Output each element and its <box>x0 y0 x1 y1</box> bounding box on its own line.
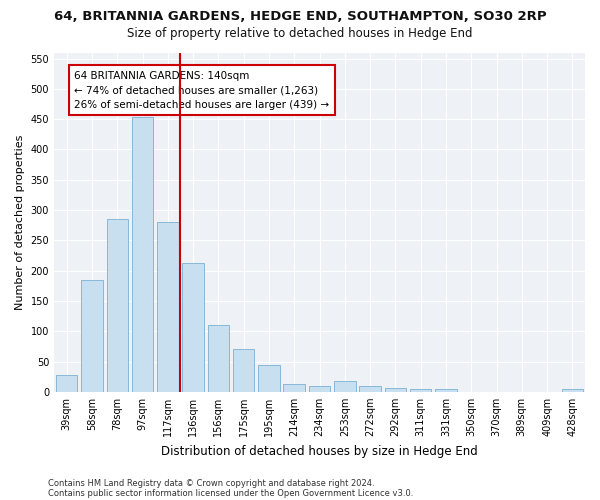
Bar <box>359 386 381 392</box>
Bar <box>258 365 280 392</box>
Bar <box>182 264 204 392</box>
Bar <box>410 390 431 392</box>
Bar <box>562 389 583 392</box>
Bar <box>283 384 305 392</box>
Bar <box>233 350 254 392</box>
Bar <box>435 389 457 392</box>
Text: Contains HM Land Registry data © Crown copyright and database right 2024.: Contains HM Land Registry data © Crown c… <box>48 478 374 488</box>
Bar <box>132 118 153 392</box>
Text: Contains public sector information licensed under the Open Government Licence v3: Contains public sector information licen… <box>48 488 413 498</box>
Bar <box>56 375 77 392</box>
Y-axis label: Number of detached properties: Number of detached properties <box>15 134 25 310</box>
Text: Size of property relative to detached houses in Hedge End: Size of property relative to detached ho… <box>127 28 473 40</box>
X-axis label: Distribution of detached houses by size in Hedge End: Distribution of detached houses by size … <box>161 444 478 458</box>
Text: 64, BRITANNIA GARDENS, HEDGE END, SOUTHAMPTON, SO30 2RP: 64, BRITANNIA GARDENS, HEDGE END, SOUTHA… <box>53 10 547 23</box>
Bar <box>208 325 229 392</box>
Bar <box>81 280 103 392</box>
Bar <box>385 388 406 392</box>
Bar <box>309 386 330 392</box>
Bar <box>107 219 128 392</box>
Bar <box>334 381 356 392</box>
Bar <box>157 222 179 392</box>
Text: 64 BRITANNIA GARDENS: 140sqm
← 74% of detached houses are smaller (1,263)
26% of: 64 BRITANNIA GARDENS: 140sqm ← 74% of de… <box>74 70 329 110</box>
